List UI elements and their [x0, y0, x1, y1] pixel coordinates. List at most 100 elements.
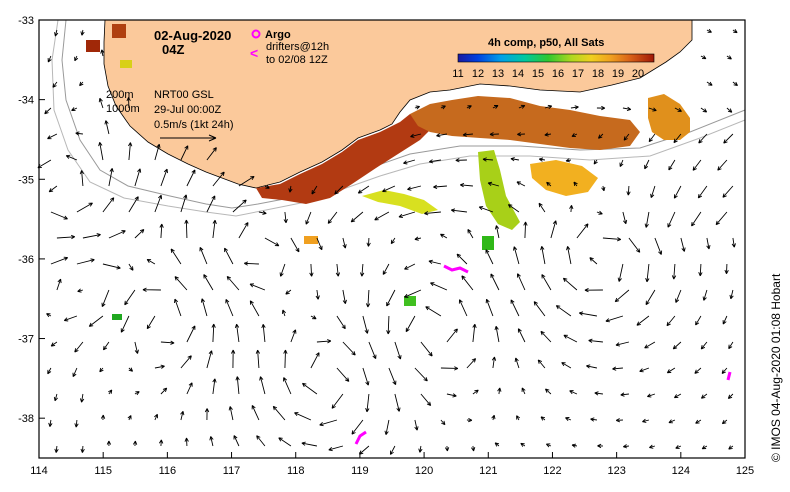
- current-arrow: [482, 157, 493, 162]
- current-arrow: [571, 133, 578, 137]
- current-arrow: [414, 419, 419, 431]
- current-arrow: [134, 341, 139, 354]
- colorbar-tick-label: 18: [592, 68, 604, 80]
- x-tick-label: 115: [94, 465, 112, 477]
- current-arrow: [555, 305, 572, 317]
- current-arrow: [101, 289, 110, 308]
- current-arrow: [731, 237, 736, 248]
- current-arrow: [128, 196, 139, 213]
- current-arrow: [404, 289, 422, 298]
- current-arrow: [565, 417, 572, 422]
- current-arrow: [132, 440, 138, 447]
- current-arrow: [71, 107, 78, 112]
- current-arrow: [99, 367, 104, 373]
- sst-patch-small-b: [304, 236, 318, 244]
- current-arrow: [128, 367, 134, 372]
- current-arrow: [134, 229, 145, 239]
- drifters-range: to 02/08 12Z: [266, 54, 328, 66]
- sst-layer: [86, 24, 690, 320]
- current-arrow: [174, 276, 188, 291]
- current-arrow: [351, 419, 364, 435]
- current-arrow: [305, 211, 312, 225]
- drifter-track-a: [443, 264, 469, 274]
- current-arrow: [700, 341, 708, 350]
- current-arrow: [386, 315, 391, 335]
- current-arrow: [701, 445, 708, 450]
- current-arrow: [420, 341, 433, 357]
- current-arrow: [596, 210, 603, 215]
- current-arrow: [279, 263, 286, 277]
- current-arrow: [540, 416, 546, 421]
- current-arrow: [98, 142, 104, 161]
- current-arrow: [673, 185, 682, 199]
- current-arrow: [315, 289, 320, 300]
- current-arrow: [623, 444, 629, 449]
- current-arrow: [54, 445, 59, 453]
- current-arrow: [650, 185, 656, 199]
- current-arrow: [158, 439, 164, 447]
- current-arrow: [311, 185, 318, 195]
- current-arrow: [74, 419, 79, 428]
- current-arrow: [180, 410, 185, 421]
- current-arrow: [590, 417, 597, 422]
- sst-patch-small-g: [112, 314, 122, 320]
- current-arrow: [74, 341, 84, 353]
- current-arrow: [485, 298, 494, 317]
- current-arrow: [694, 367, 702, 374]
- colorbar-gradient: [457, 53, 655, 63]
- current-arrow: [212, 171, 225, 187]
- current-arrow: [154, 143, 161, 161]
- current-arrow: [446, 393, 457, 398]
- current-arrow: [455, 158, 467, 163]
- current-arrow: [290, 329, 297, 343]
- current-arrow: [420, 393, 432, 406]
- current-arrow: [424, 211, 441, 216]
- current-arrow: [98, 97, 104, 109]
- current-arrow: [563, 334, 578, 343]
- current-arrow: [639, 367, 650, 373]
- current-arrow: [623, 133, 630, 141]
- current-arrow: [538, 202, 546, 213]
- current-arrow: [256, 435, 266, 447]
- current-arrow: [550, 220, 557, 239]
- axis-ticks: 114 115 116 117 118 119 120 121 122 123 124 125 -33 -…: [18, 15, 754, 477]
- current-arrow: [128, 142, 133, 161]
- y-tick-label: -36: [18, 254, 34, 266]
- current-arrow: [394, 341, 402, 360]
- current-arrow: [331, 393, 344, 409]
- current-arrow: [702, 289, 708, 301]
- current-arrow: [232, 199, 247, 213]
- current-arrow: [561, 362, 572, 369]
- current-arrow: [180, 355, 192, 369]
- current-arrow: [128, 263, 134, 271]
- current-arrow: [667, 211, 676, 228]
- current-arrow: [374, 211, 390, 221]
- current-arrow: [597, 443, 603, 449]
- map-frame: [38, 19, 746, 459]
- current-arrow: [414, 236, 422, 241]
- current-arrow: [56, 278, 62, 291]
- current-arrow: [174, 298, 182, 317]
- colorbar-tick-label: 13: [492, 68, 504, 80]
- current-arrow: [428, 259, 442, 265]
- drifter-marker-icon: <: [250, 45, 258, 61]
- current-arrow: [160, 340, 175, 345]
- current-arrow: [440, 233, 448, 239]
- current-arrow: [494, 442, 500, 447]
- current-arrow: [170, 248, 182, 265]
- current-arrow: [615, 418, 623, 423]
- current-arrow: [675, 289, 682, 303]
- current-arrow: [50, 256, 69, 265]
- current-arrow: [644, 341, 656, 349]
- current-arrow: [186, 169, 196, 187]
- current-arrow: [264, 237, 280, 247]
- current-arrow: [436, 133, 447, 138]
- current-arrow: [489, 132, 499, 137]
- current-arrow: [154, 364, 165, 369]
- current-arrow: [74, 55, 79, 62]
- current-arrow: [283, 211, 288, 224]
- current-arrow: [362, 315, 369, 334]
- map-time: 04Z: [162, 42, 184, 57]
- current-arrow: [706, 237, 711, 250]
- current-arrow: [562, 277, 578, 291]
